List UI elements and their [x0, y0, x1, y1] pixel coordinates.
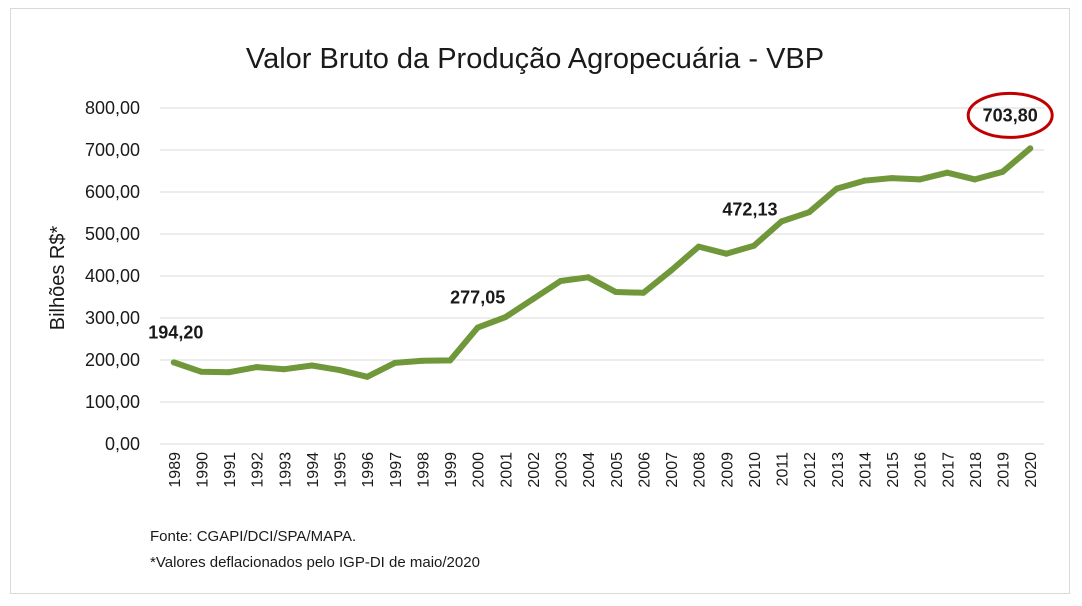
x-tick-label: 2015 [885, 452, 902, 488]
x-tick-label: 1990 [194, 452, 211, 488]
data-point [668, 267, 675, 274]
data-point [861, 177, 868, 184]
x-tick-label: 2010 [747, 452, 764, 488]
data-point [474, 324, 481, 331]
y-tick-label: 600,00 [85, 182, 140, 202]
data-point [640, 289, 647, 296]
y-tick-label: 400,00 [85, 266, 140, 286]
x-tick-label: 2011 [775, 452, 792, 487]
data-point [971, 176, 978, 183]
data-point [447, 357, 454, 364]
x-tick-label: 2016 [913, 452, 930, 488]
y-tick-label: 200,00 [85, 350, 140, 370]
x-tick-label: 1989 [167, 452, 184, 488]
footnote-deflation: *Valores deflacionados pelo IGP-DI de ma… [150, 554, 480, 571]
data-point [226, 369, 233, 376]
series-layer [170, 145, 1034, 380]
data-point [944, 169, 951, 176]
x-tick-label: 2005 [609, 452, 626, 488]
x-tick-label: 2002 [526, 452, 543, 488]
data-point [806, 209, 813, 216]
x-tick-label: 2009 [719, 452, 736, 488]
grid-lines [160, 107, 1044, 445]
data-point [419, 357, 426, 364]
data-point [750, 242, 757, 249]
data-point [723, 250, 730, 257]
highlight-circle [966, 91, 1054, 139]
y-tick-label: 100,00 [85, 392, 140, 412]
x-tick-label: 1991 [222, 452, 239, 488]
data-point [612, 288, 619, 295]
data-point [253, 364, 260, 371]
data-point [198, 368, 205, 375]
x-tick-label: 2003 [554, 452, 571, 488]
data-label: 277,05 [450, 288, 505, 308]
data-point [502, 314, 509, 321]
data-point [889, 175, 896, 182]
data-point [916, 176, 923, 183]
y-tick-label: 500,00 [85, 224, 140, 244]
x-tick-label: 2013 [830, 452, 847, 488]
series-line [170, 145, 1034, 380]
data-point [391, 359, 398, 366]
y-tick-label: 0,00 [105, 434, 140, 454]
data-point [170, 359, 177, 366]
data-labels: 194,20 277,05 472,13 703,80 [148, 91, 1054, 342]
y-tick-label: 300,00 [85, 308, 140, 328]
data-point [695, 243, 702, 250]
data-point [281, 366, 288, 373]
x-tick-label: 2018 [968, 452, 985, 488]
data-point [778, 218, 785, 225]
data-label: 472,13 [722, 200, 777, 220]
x-tick-label: 2014 [857, 452, 874, 488]
data-point [1027, 145, 1034, 152]
data-point [308, 362, 315, 369]
x-tick-label: 1993 [277, 452, 294, 488]
x-tick-label: 1995 [333, 452, 350, 488]
chart-frame [10, 8, 1070, 594]
data-point [585, 274, 592, 281]
chart-title: Valor Bruto da Produção Agropecuária - V… [246, 43, 824, 75]
y-tick-label: 800,00 [85, 98, 140, 118]
x-tick-label: 2017 [940, 452, 957, 488]
x-tick-label: 1998 [415, 452, 432, 488]
x-tick-label: 1996 [360, 452, 377, 488]
data-point [336, 367, 343, 374]
x-tick-label: 2004 [581, 452, 598, 488]
y-axis-label: Bilhões R$* [47, 226, 69, 331]
x-axis-ticks: 1989 1990 1991 1992 1993 1994 1995 1996 1997 1998… [167, 452, 1040, 488]
x-tick-label: 2007 [664, 452, 681, 488]
x-tick-label: 2000 [471, 452, 488, 488]
data-point [529, 296, 536, 303]
x-tick-label: 2008 [692, 452, 709, 488]
x-tick-label: 2020 [1023, 452, 1040, 488]
x-tick-label: 2012 [802, 452, 819, 488]
x-tick-label: 2001 [498, 452, 515, 488]
x-tick-label: 1997 [388, 452, 405, 488]
data-point [364, 373, 371, 380]
y-axis-ticks: 0,00 100,00 200,00 300,00 400,00 500,00 600,00… [85, 98, 140, 454]
data-point [557, 278, 564, 285]
x-tick-label: 1992 [250, 452, 267, 488]
footnote-source: Fonte: CGAPI/DCI/SPA/MAPA. [150, 528, 356, 545]
x-tick-label: 1994 [305, 452, 322, 488]
data-label: 194,20 [148, 322, 203, 342]
data-point [833, 185, 840, 192]
x-tick-label: 1999 [443, 452, 460, 488]
x-tick-label: 2019 [996, 452, 1013, 488]
data-point [999, 168, 1006, 175]
y-tick-label: 700,00 [85, 140, 140, 160]
data-label: 703,80 [983, 105, 1038, 125]
x-tick-label: 2006 [636, 452, 653, 488]
